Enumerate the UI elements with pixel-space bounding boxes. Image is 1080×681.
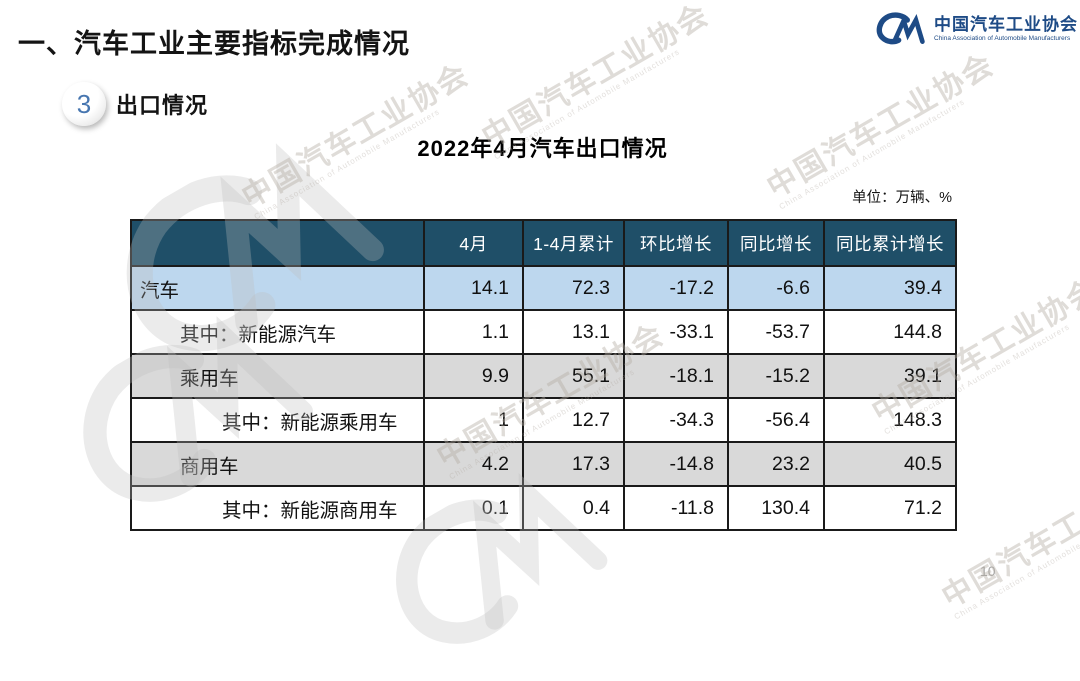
value-cell: -34.3 [623, 397, 729, 443]
value-cell: 144.8 [823, 309, 957, 355]
badge-number: 3 [62, 82, 106, 126]
table-row: 其中：新能源汽车 1.1 13.1 -33.1 -53.7 144.8 [130, 309, 957, 355]
logo-name-cn: 中国汽车工业协会 [934, 15, 1078, 35]
page-number: 10 [980, 563, 996, 579]
value-cell: -6.6 [727, 265, 825, 311]
value-cell: 71.2 [823, 485, 957, 531]
section-badge: 3 出口情况 [62, 82, 208, 126]
table-row: 其中：新能源乘用车 1 12.7 -34.3 -56.4 148.3 [130, 397, 957, 443]
value-cell: 55.1 [522, 353, 625, 399]
value-cell: 1 [423, 397, 524, 443]
table-row: 汽车 14.1 72.3 -17.2 -6.6 39.4 [130, 265, 957, 311]
header-cell-cumulative: 1-4月累计 [522, 219, 625, 267]
table-title: 2022年4月汽车出口情况 [417, 136, 668, 161]
badge-label: 出口情况 [116, 93, 209, 118]
caam-logo-icon [876, 12, 925, 45]
value-cell: 39.4 [823, 265, 957, 311]
value-cell: -11.8 [623, 485, 729, 531]
value-cell: 1.1 [423, 309, 524, 355]
value-cell: 13.1 [522, 309, 625, 355]
header-cell-blank [130, 219, 425, 267]
value-cell: 17.3 [522, 441, 625, 487]
value-cell: -33.1 [623, 309, 729, 355]
header-cell-yoy-cum: 同比累计增长 [823, 219, 957, 267]
value-cell: 39.1 [823, 353, 957, 399]
caam-logo: 中国汽车工业协会 China Association of Automobile… [872, 12, 1078, 46]
value-cell: -53.7 [727, 309, 825, 355]
header-cell-month: 4月 [423, 219, 524, 267]
value-cell: 40.5 [823, 441, 957, 487]
header-cell-mom: 环比增长 [623, 219, 729, 267]
value-cell: -14.8 [623, 441, 729, 487]
value-cell: 23.2 [727, 441, 825, 487]
value-cell: 130.4 [727, 485, 825, 531]
row-label: 乘用车 [130, 353, 425, 399]
watermark: 中国汽车工业协会 China Association of Automobile … [936, 457, 1080, 621]
export-table-body: 汽车 14.1 72.3 -17.2 -6.6 39.4 其中：新能源汽车 1.1 13.1 -3… [130, 265, 957, 531]
value-cell: -56.4 [727, 397, 825, 443]
value-cell: -18.1 [623, 353, 729, 399]
value-cell: 0.4 [522, 485, 625, 531]
header-cell-yoy: 同比增长 [727, 219, 825, 267]
section-title: 一、汽车工业主要指标完成情况 [18, 29, 410, 59]
row-label: 其中：新能源乘用车 [130, 397, 425, 443]
value-cell: 72.3 [522, 265, 625, 311]
export-data-table: 4月 1-4月累计 环比增长 同比增长 同比累计增长 汽车 14.1 72.3 -17… [130, 219, 957, 531]
row-label: 其中：新能源商用车 [130, 485, 425, 531]
value-cell: 0.1 [423, 485, 524, 531]
value-cell: 12.7 [522, 397, 625, 443]
value-cell: -15.2 [727, 353, 825, 399]
value-cell: 4.2 [423, 441, 524, 487]
logo-name-en: China Association of Automobile Manufact… [934, 34, 1071, 42]
table-row: 乘用车 9.9 55.1 -18.1 -15.2 39.1 [130, 353, 957, 399]
table-row: 其中：新能源商用车 0.1 0.4 -11.8 130.4 71.2 [130, 485, 957, 531]
table-header-row: 4月 1-4月累计 环比增长 同比增长 同比累计增长 [130, 219, 957, 267]
row-label: 商用车 [130, 441, 425, 487]
unit-label: 单位：万辆、% [852, 190, 952, 206]
value-cell: 148.3 [823, 397, 957, 443]
table-row: 商用车 4.2 17.3 -14.8 23.2 40.5 [130, 441, 957, 487]
value-cell: 14.1 [423, 265, 524, 311]
value-cell: 9.9 [423, 353, 524, 399]
row-label: 汽车 [130, 265, 425, 311]
value-cell: -17.2 [623, 265, 729, 311]
row-label: 其中：新能源汽车 [130, 309, 425, 355]
